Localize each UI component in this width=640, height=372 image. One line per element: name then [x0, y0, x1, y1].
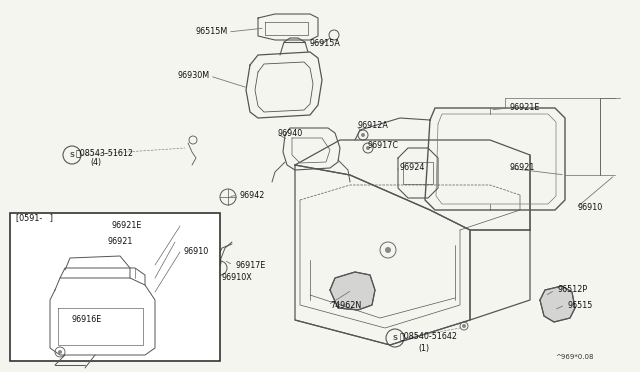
Text: [0591-   ]: [0591- ]: [16, 214, 53, 222]
Circle shape: [385, 247, 391, 253]
Circle shape: [462, 324, 466, 328]
Text: ^969*0.08: ^969*0.08: [555, 354, 593, 360]
Text: 96924: 96924: [400, 164, 426, 173]
Text: 96940: 96940: [278, 128, 303, 138]
Text: 96512P: 96512P: [557, 285, 587, 295]
Polygon shape: [330, 272, 375, 310]
Text: Ⓢ08543-51612: Ⓢ08543-51612: [76, 148, 134, 157]
Text: (4): (4): [90, 158, 101, 167]
Text: 96515: 96515: [567, 301, 593, 310]
Text: 96917E: 96917E: [235, 260, 266, 269]
Text: S: S: [70, 152, 74, 158]
Text: 96910: 96910: [578, 203, 604, 212]
Text: 96515M: 96515M: [196, 28, 228, 36]
Text: 74962N: 74962N: [330, 301, 361, 310]
Circle shape: [361, 133, 365, 137]
Text: 96930M: 96930M: [178, 71, 210, 80]
Bar: [10, 213, 220, 361]
Text: 96917C: 96917C: [368, 141, 399, 150]
Text: 96921: 96921: [108, 237, 133, 247]
Text: 96916E: 96916E: [72, 315, 102, 324]
Text: Ⓢ08540-51642: Ⓢ08540-51642: [400, 331, 458, 340]
Polygon shape: [540, 286, 575, 322]
Circle shape: [366, 146, 370, 150]
Text: 96910X: 96910X: [222, 273, 253, 282]
Text: 96921E: 96921E: [112, 221, 142, 231]
Text: 96921: 96921: [510, 164, 536, 173]
Text: 96912A: 96912A: [358, 121, 389, 129]
Text: (1): (1): [418, 343, 429, 353]
Text: 96921E: 96921E: [510, 103, 540, 112]
Text: 96910: 96910: [183, 247, 208, 257]
Text: 96915A: 96915A: [310, 39, 341, 48]
Text: 96942: 96942: [240, 190, 266, 199]
Text: S: S: [392, 335, 397, 341]
Circle shape: [58, 350, 62, 354]
